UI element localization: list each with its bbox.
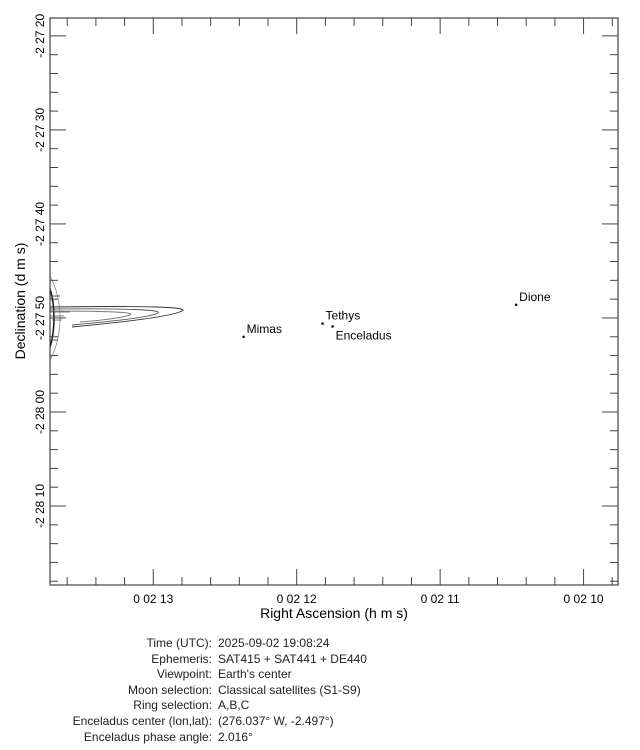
info-row: Enceladus center (lon,lat): (276.037° W, …: [0, 714, 367, 730]
moon-label-tethys: Tethys: [326, 309, 361, 323]
x-tick-label: 0 02 11: [421, 592, 460, 606]
info-label: Moon selection:: [127, 682, 212, 697]
observation-info: Time (UTC): 2025-09-02 19:08:24 Ephemeris:…: [0, 636, 367, 745]
y-tick-label: -2 28 00: [33, 390, 47, 434]
info-row: Ephemeris: SAT415 + SAT441 + DE440: [0, 652, 367, 668]
x-axis-label: Right Ascension (h m s): [260, 605, 408, 621]
moon-marker-mimas: [242, 335, 245, 339]
info-row: Viewpoint: Earth's center: [0, 667, 367, 683]
plot-frame: [49, 17, 619, 586]
info-row: Enceladus phase angle: 2.016°: [0, 730, 367, 746]
info-row: Ring selection: A,B,C: [0, 698, 367, 714]
info-row: Moon selection: Classical satellites (S1-…: [0, 683, 367, 699]
info-value: Earth's center: [218, 667, 292, 682]
info-label: Ring selection:: [133, 698, 212, 713]
moon-marker-enceladus: [331, 325, 334, 328]
moon-label-dione: Dione: [519, 290, 551, 304]
moon-marker-dione: [514, 303, 518, 307]
moon-label-enceladus: Enceladus: [336, 328, 392, 342]
y-tick-label: -2 27 30: [33, 108, 47, 152]
info-label: Ephemeris:: [151, 651, 212, 666]
info-value: 2025-09-02 19:08:24: [218, 636, 330, 650]
moon-label-mimas: Mimas: [247, 322, 282, 336]
x-tick-label: 0 02 10: [564, 592, 604, 606]
y-tick-label: -2 27 20: [33, 14, 47, 58]
y-tick-label: -2 27 50: [33, 296, 47, 340]
info-label: Time (UTC):: [146, 636, 212, 650]
info-value: 2.016°: [218, 729, 253, 744]
info-row: Time (UTC): 2025-09-02 19:08:24: [0, 636, 367, 652]
y-axis-label: Declination (d m s): [12, 243, 28, 360]
info-value: SAT415 + SAT441 + DE440: [218, 651, 367, 666]
info-value: A,B,C: [218, 698, 250, 713]
moon-marker-tethys: [321, 322, 324, 325]
y-tick-label: -2 27 40: [33, 202, 47, 246]
x-tick-label: 0 02 13: [133, 592, 173, 606]
info-label: Viewpoint:: [156, 667, 212, 682]
y-tick-label: -2 28 10: [33, 484, 47, 528]
info-label: Enceladus phase angle:: [83, 729, 212, 744]
info-label: Enceladus center (lon,lat):: [72, 713, 212, 728]
info-value: (276.037° W, -2.497°): [218, 713, 334, 728]
info-value: Classical satellites (S1-S9): [218, 682, 361, 697]
sky-plot: 0 02 13 0 02 12 0 02 11 0 02 10 -2 27 20 -2 2…: [12, 14, 619, 621]
x-tick-label: 0 02 12: [277, 592, 317, 606]
